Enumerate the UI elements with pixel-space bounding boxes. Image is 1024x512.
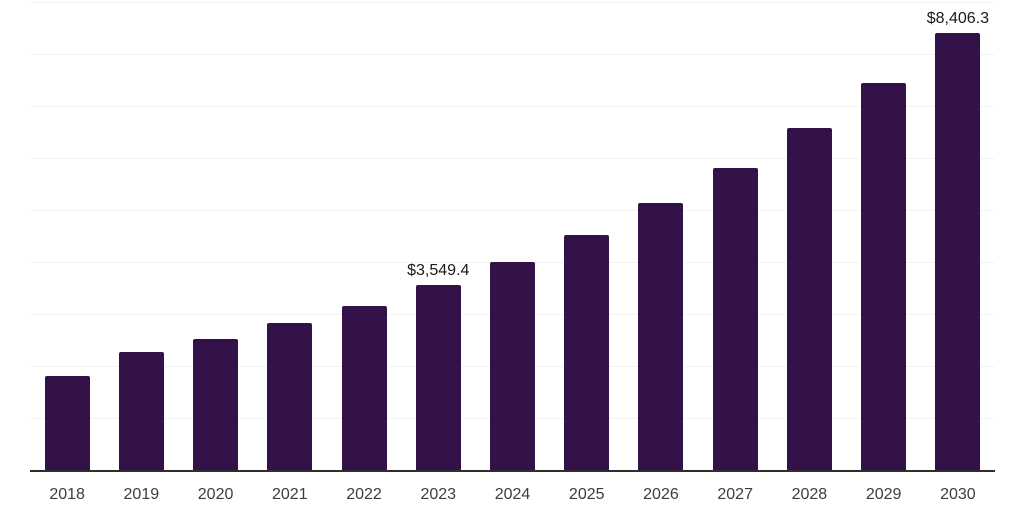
- x-tick-label-2018: 2018: [49, 486, 85, 503]
- x-axis-line: [30, 470, 995, 472]
- gridline: [30, 106, 995, 107]
- gridline: [30, 158, 995, 159]
- bar-2023: [415, 285, 461, 470]
- x-tick-label-2025: 2025: [568, 486, 605, 503]
- value-label-2023: $3,549.4: [407, 262, 470, 280]
- x-tick-label-2029: 2029: [865, 486, 902, 503]
- gridline: [30, 210, 995, 211]
- bar-2019: [118, 351, 164, 470]
- value-label-2030: $8,406.3: [926, 9, 990, 27]
- bar-2026: [638, 202, 684, 470]
- x-tick-label-2030: 2030: [940, 486, 976, 503]
- x-tick-label-2026: 2026: [643, 486, 679, 503]
- bar-2028: [786, 128, 832, 470]
- bar-2024: [490, 262, 535, 470]
- x-tick-label-2023: 2023: [420, 486, 457, 503]
- x-tick-label-2021: 2021: [272, 486, 308, 503]
- x-tick-label-2020: 2020: [197, 486, 234, 503]
- bar-2018: [44, 375, 90, 470]
- bar-2025: [564, 234, 610, 470]
- bar-2020: [193, 339, 239, 470]
- bar-2027: [712, 168, 758, 470]
- bar-2030: [935, 32, 981, 470]
- x-tick-label-2028: 2028: [791, 486, 828, 503]
- gridline: [30, 2, 995, 3]
- gridline: [30, 54, 995, 55]
- x-tick-label-2027: 2027: [717, 486, 753, 503]
- bar-2021: [267, 323, 313, 470]
- x-tick-label-2022: 2022: [346, 486, 382, 503]
- bar-2022: [341, 305, 387, 470]
- bar-2029: [861, 82, 907, 470]
- x-tick-label-2024: 2024: [494, 486, 531, 503]
- x-tick-label-2019: 2019: [123, 486, 160, 503]
